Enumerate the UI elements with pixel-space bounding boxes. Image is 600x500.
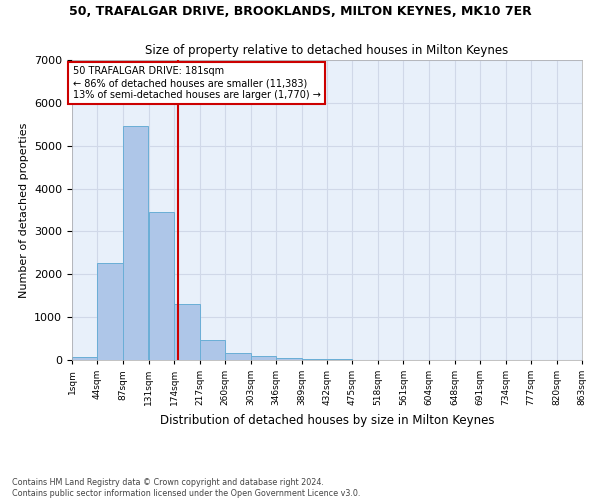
Bar [251, 356, 276, 360]
Text: 50 TRAFALGAR DRIVE: 181sqm
← 86% of detached houses are smaller (11,383)
13% of : 50 TRAFALGAR DRIVE: 181sqm ← 86% of deta… [73, 66, 320, 100]
Bar [276, 358, 302, 360]
Bar [97, 262, 123, 360]
Title: Size of property relative to detached houses in Milton Keynes: Size of property relative to detached ho… [145, 44, 509, 58]
Bar [200, 340, 225, 360]
Bar [72, 357, 97, 360]
Bar [149, 212, 175, 360]
Y-axis label: Number of detached properties: Number of detached properties [19, 122, 29, 298]
Bar [302, 358, 327, 360]
X-axis label: Distribution of detached houses by size in Milton Keynes: Distribution of detached houses by size … [160, 414, 494, 426]
Bar [225, 354, 251, 360]
Text: Contains HM Land Registry data © Crown copyright and database right 2024.
Contai: Contains HM Land Registry data © Crown c… [12, 478, 361, 498]
Bar [175, 304, 200, 360]
Text: 50, TRAFALGAR DRIVE, BROOKLANDS, MILTON KEYNES, MK10 7ER: 50, TRAFALGAR DRIVE, BROOKLANDS, MILTON … [68, 5, 532, 18]
Bar [123, 126, 148, 360]
